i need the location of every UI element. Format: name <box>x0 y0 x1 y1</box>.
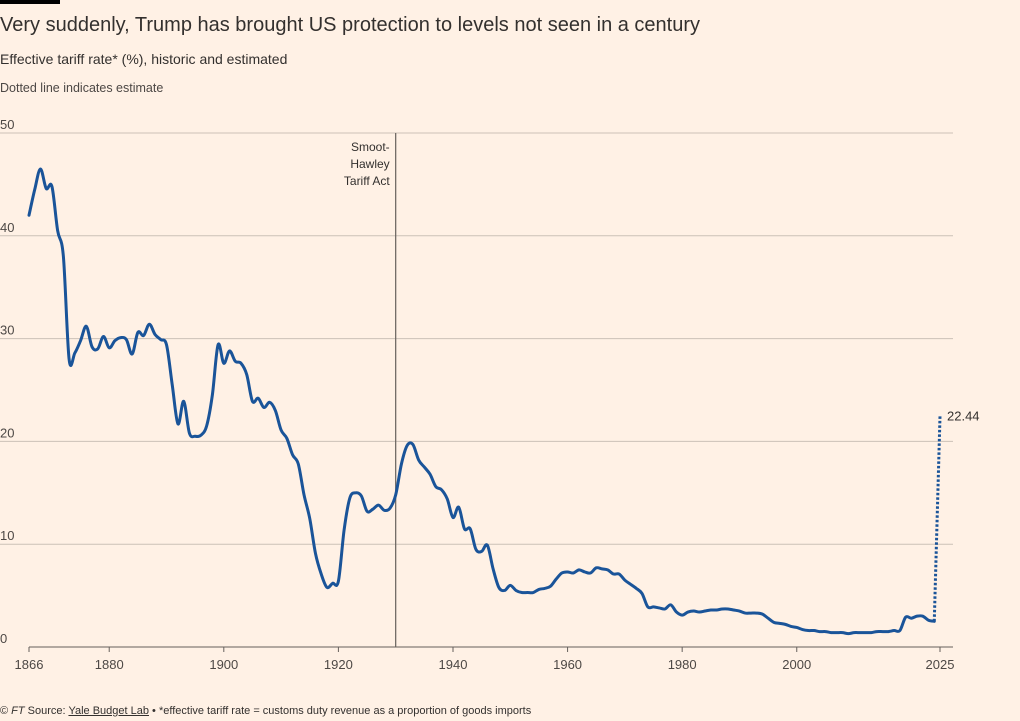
y-tick-label: 20 <box>0 425 14 440</box>
copyright-symbol: © <box>0 705 12 717</box>
x-tick-label: 1880 <box>95 657 124 672</box>
y-tick-label: 30 <box>0 323 14 338</box>
y-tick-label: 0 <box>0 631 7 646</box>
annotation-text: Smoot- <box>351 140 390 154</box>
chart-footer: © FT Source: Yale Budget Lab • *effectiv… <box>0 705 531 717</box>
footer-separator: • <box>148 705 159 717</box>
historic-series-line <box>27 167 936 636</box>
source-prefix: Source: <box>24 705 69 717</box>
x-tick-label: 1940 <box>439 657 468 672</box>
chart-subtitle: Effective tariff rate* (%), historic and… <box>0 51 288 67</box>
ft-brand: FT <box>11 705 25 717</box>
x-tick-label: 2000 <box>782 657 811 672</box>
annotation-text: Tariff Act <box>344 174 390 188</box>
footnote: *effective tariff rate = customs duty re… <box>158 705 532 717</box>
y-tick-label: 10 <box>0 528 14 543</box>
annotation-text: Hawley <box>350 157 389 171</box>
brand-bar <box>0 0 60 4</box>
x-axis: 1866 1880 1900 1920 1940 1960 1980 2000 2025 <box>15 646 955 672</box>
y-tick-label: 50 <box>0 117 14 132</box>
source-link[interactable]: Yale Budget Lab <box>68 705 149 717</box>
end-value-label: 22.44 <box>947 408 980 423</box>
end-value-label-group: 22.44 <box>947 408 980 423</box>
x-tick-label: 1960 <box>553 657 582 672</box>
smoot-hawley-annotation: Smoot- Hawley Tariff Act <box>344 133 397 647</box>
chart-title: Very suddenly, Trump has brought US prot… <box>0 14 701 36</box>
estimate-series-line <box>932 416 942 622</box>
gridlines <box>0 132 953 545</box>
x-tick-label: 1980 <box>668 657 697 672</box>
y-axis-tick-labels: 0 10 20 30 40 50 <box>0 117 14 646</box>
x-tick-label: 1866 <box>15 657 44 672</box>
y-tick-label: 40 <box>0 220 14 235</box>
x-tick-label: 2025 <box>926 657 955 672</box>
chart-note: Dotted line indicates estimate <box>0 81 164 95</box>
series-lines <box>27 167 942 636</box>
x-tick-label: 1920 <box>324 657 353 672</box>
x-tick-label: 1900 <box>209 657 238 672</box>
